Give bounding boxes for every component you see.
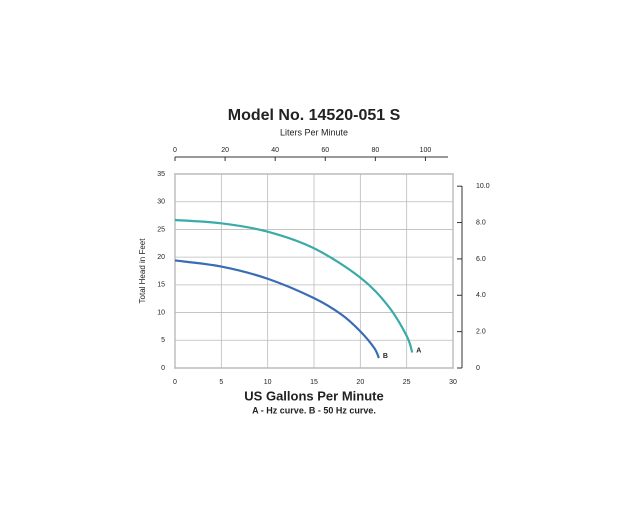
- x-tick-label: 15: [310, 379, 318, 386]
- top-tick-label: 40: [271, 147, 279, 154]
- y-tick-label: 20: [157, 254, 165, 261]
- top-tick-label: 80: [371, 147, 379, 154]
- x-tick-label: 25: [403, 379, 411, 386]
- top-axis-label: Liters Per Minute: [280, 127, 348, 137]
- x-tick-label: 20: [356, 379, 364, 386]
- right-tick-label: 6.0: [476, 256, 486, 263]
- y-tick-label: 0: [161, 365, 165, 372]
- curve: [174, 218, 414, 353]
- right-tick-label: 0: [476, 365, 480, 372]
- y-tick-label: 25: [157, 226, 165, 233]
- y-axis-label: Total Head in Feet: [138, 238, 147, 304]
- y-tick-label: 15: [157, 282, 165, 289]
- y-tick-label: 30: [157, 199, 165, 206]
- caption: A - Hz curve. B - 50 Hz curve.: [252, 405, 376, 415]
- curve: [174, 259, 380, 359]
- right-tick-label: 4.0: [476, 292, 486, 299]
- x-tick-label: 5: [219, 379, 223, 386]
- right-tick-label: 10.0: [476, 183, 490, 190]
- y-tick-label: 10: [157, 309, 165, 316]
- y-tick-label: 5: [161, 337, 165, 344]
- right-tick-label: 2.0: [476, 328, 486, 335]
- x-tick-label: 0: [173, 379, 177, 386]
- top-tick-label: 60: [321, 147, 329, 154]
- chart-title: Model No. 14520-051 S: [228, 107, 401, 124]
- x-axis-label: US Gallons Per Minute: [244, 388, 383, 403]
- top-tick-label: 100: [420, 147, 432, 154]
- right-tick-label: 8.0: [476, 219, 486, 226]
- x-tick-label: 30: [449, 379, 457, 386]
- x-tick-label: 10: [264, 379, 272, 386]
- top-tick-label: 0: [173, 147, 177, 154]
- curve-label: A: [416, 347, 421, 354]
- y-tick-label: 35: [157, 171, 165, 178]
- curve-label: B: [383, 353, 388, 360]
- top-tick-label: 20: [221, 147, 229, 154]
